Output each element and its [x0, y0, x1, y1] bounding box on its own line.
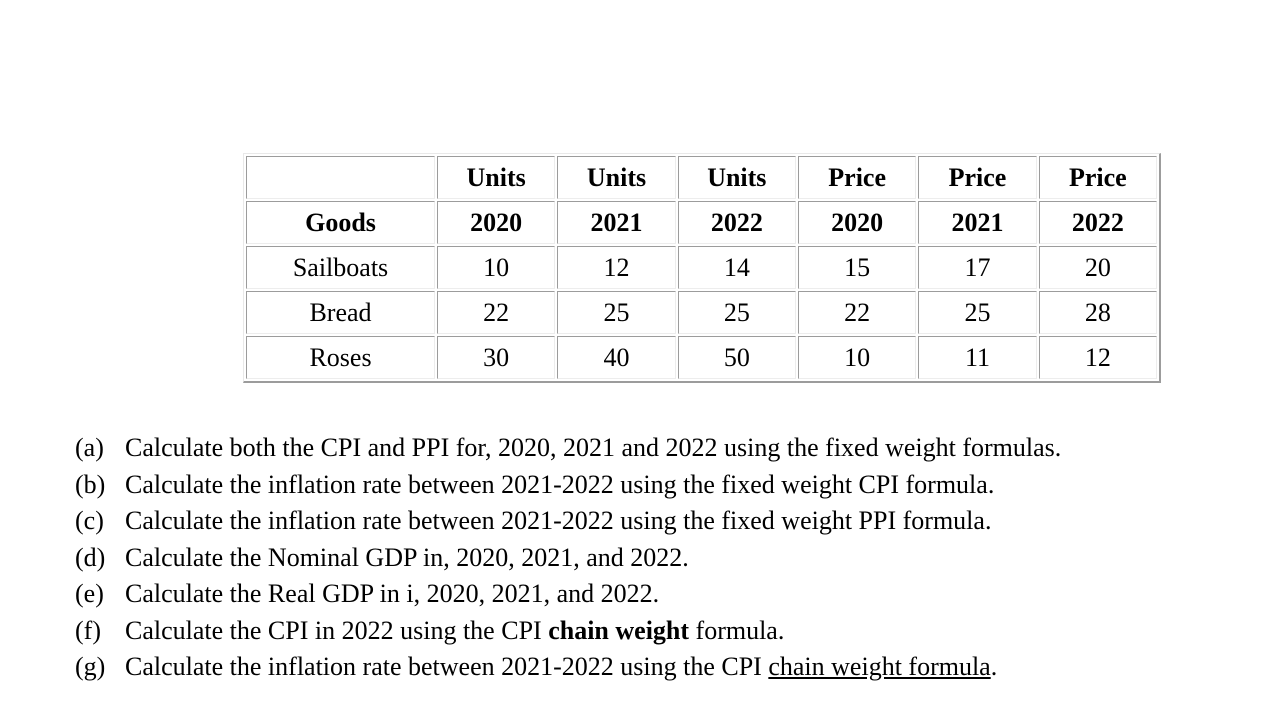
header-cell-blank: [246, 156, 435, 199]
question-text: Calculate the inflation rate between 202…: [125, 469, 995, 499]
question-text: Calculate the inflation rate between 202…: [125, 652, 998, 681]
chain-weight-underlined-text: chain weight formula: [768, 652, 991, 681]
table-cell: 10: [797, 336, 917, 379]
question-label: (b): [75, 469, 106, 499]
table-cell: 25: [557, 291, 676, 334]
table-cell: 15: [797, 246, 917, 289]
question-label: (e): [75, 579, 104, 608]
header-cell-price-2020: Price: [797, 156, 917, 199]
question-label: (g): [75, 652, 106, 681]
question-item-c: (c) Calculate the inflation rate between…: [75, 503, 1285, 540]
table-header-row-measures: Units Units Units Price Price Price: [246, 156, 1157, 199]
table-cell: 20: [1038, 246, 1157, 289]
question-text: Calculate the inflation rate between 202…: [125, 506, 992, 535]
question-text: Calculate the Nominal GDP in, 2020, 2021…: [125, 542, 689, 572]
table-cell: 28: [1038, 291, 1157, 334]
question-item-e: (e) Calculate the Real GDP in i, 2020, 2…: [75, 576, 1285, 613]
header-cell-price-2022: Price: [1038, 156, 1157, 199]
table-row-roses: Roses 30 40 50 10 11 12: [246, 336, 1157, 379]
table-cell: 12: [1038, 336, 1157, 379]
table-cell: 14: [677, 246, 796, 289]
table-header-row-years: Goods 2020 2021 2022 2020 2021 2022: [246, 201, 1157, 244]
header-cell-year: 2020: [437, 201, 556, 244]
table-cell: 11: [918, 336, 1037, 379]
question-text: Calculate the Real GDP in i, 2020, 2021,…: [125, 579, 660, 608]
question-item-f: (f) Calculate the CPI in 2022 using the …: [75, 613, 1285, 650]
question-label: (f): [75, 615, 101, 645]
header-cell-year: 2021: [918, 201, 1037, 244]
goods-units-prices-table: Units Units Units Price Price Price Good…: [243, 153, 1161, 383]
table-cell: 30: [437, 336, 556, 379]
question-label: (c): [75, 506, 104, 535]
table-cell: 22: [797, 291, 917, 334]
row-label: Roses: [246, 336, 435, 379]
chain-weight-bold-text: chain weight: [548, 615, 690, 645]
question-label: (d): [75, 542, 106, 572]
header-cell-units-2022: Units: [677, 156, 796, 199]
question-label: (a): [75, 433, 104, 462]
table-cell: 25: [918, 291, 1037, 334]
question-text: Calculate the CPI in 2022 using the CPI …: [125, 615, 785, 645]
header-cell-year: 2020: [797, 201, 917, 244]
table-cell: 17: [918, 246, 1037, 289]
question-item-d: (d) Calculate the Nominal GDP in, 2020, …: [75, 540, 1285, 577]
table-cell: 25: [677, 291, 796, 334]
table-cell: 40: [557, 336, 676, 379]
question-item-b: (b) Calculate the inflation rate between…: [75, 467, 1285, 504]
header-cell-price-2021: Price: [918, 156, 1037, 199]
table-cell: 10: [437, 246, 556, 289]
header-cell-year: 2022: [677, 201, 796, 244]
table-row-sailboats: Sailboats 10 12 14 15 17 20: [246, 246, 1157, 289]
header-cell-year: 2021: [557, 201, 676, 244]
table-cell: 12: [557, 246, 676, 289]
header-cell-year: 2022: [1038, 201, 1157, 244]
table-cell: 22: [437, 291, 556, 334]
questions-list: (a) Calculate both the CPI and PPI for, …: [75, 430, 1285, 686]
table-row-bread: Bread 22 25 25 22 25 28: [246, 291, 1157, 334]
table-cell: 50: [677, 336, 796, 379]
row-label: Bread: [246, 291, 435, 334]
question-text: Calculate both the CPI and PPI for, 2020…: [125, 433, 1062, 462]
question-item-g: (g) Calculate the inflation rate between…: [75, 649, 1285, 686]
row-label: Sailboats: [246, 246, 435, 289]
question-item-a: (a) Calculate both the CPI and PPI for, …: [75, 430, 1285, 467]
header-cell-units-2020: Units: [437, 156, 556, 199]
header-cell-goods: Goods: [246, 201, 435, 244]
header-cell-units-2021: Units: [557, 156, 676, 199]
